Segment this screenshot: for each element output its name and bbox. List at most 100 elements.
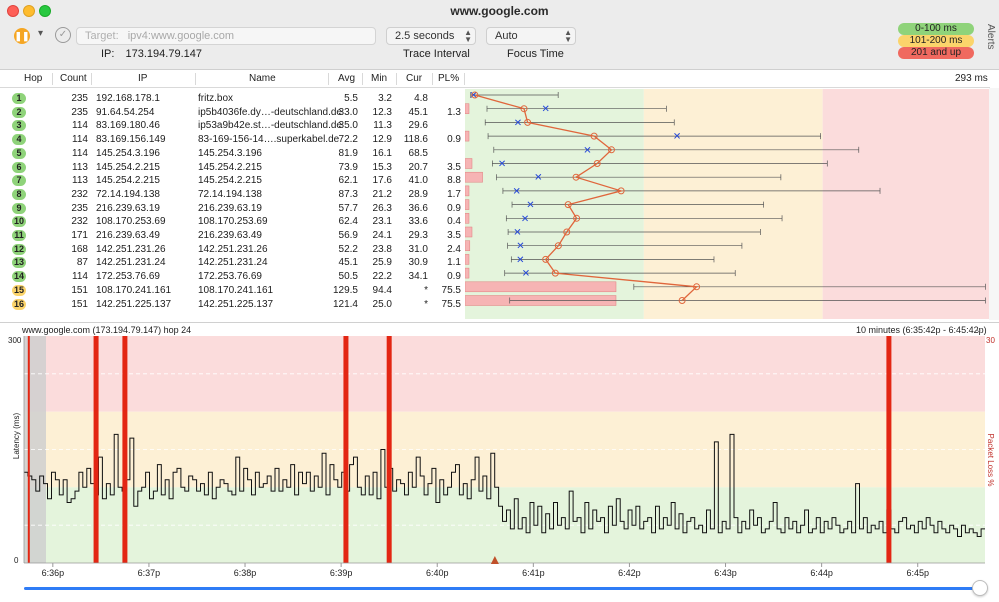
col-hop[interactable]: Hop: [24, 73, 43, 84]
table-row[interactable]: 6 113 145.254.2.215 145.254.2.215 73.9 15.3 20…: [0, 161, 465, 175]
checkmark-icon[interactable]: ✓: [55, 27, 71, 43]
col-min[interactable]: Min: [371, 73, 388, 84]
name-cell: 145.254.2.215: [198, 161, 262, 173]
x-tick-label: 6:45p: [906, 568, 929, 578]
min-cell: 25.0: [372, 298, 392, 310]
table-row[interactable]: 2 235 91.64.54.254 ip5b4036fe.dy…-deutschla…: [0, 106, 465, 120]
hop-badge: 3: [12, 120, 26, 132]
hop-badge: 10: [12, 216, 26, 228]
trace-interval-select[interactable]: 2.5 seconds ▲ ▼: [386, 27, 476, 45]
zone-medium: [24, 411, 985, 488]
y2-top-label: 30: [986, 336, 995, 345]
ip-readout: IP: 173.194.79.147: [101, 48, 202, 60]
timeline-slider[interactable]: [24, 587, 979, 590]
ip-cell: 108.170.253.69: [96, 216, 166, 228]
hop-badge: 1: [12, 93, 26, 104]
min-cell: 25.9: [372, 257, 392, 269]
packet-loss-cell: 75.5: [441, 284, 461, 296]
avg-latency-point: [607, 146, 615, 154]
col-ip[interactable]: IP: [138, 73, 148, 84]
table-row[interactable]: 14 114 172.253.76.69 172.253.76.69 50.5 22.2 3…: [0, 270, 465, 284]
table-row[interactable]: 3 114 83.169.180.46 ip53a9b42e.st…-deutschl…: [0, 119, 465, 133]
minimize-window-button[interactable]: [23, 5, 35, 17]
ip-cell: 145.254.2.215: [96, 175, 160, 187]
timeline-graph: 6:36p 6:37p 6:38p 6:39p 6:40p 6:41p 6:42p 6:43p…: [0, 336, 999, 602]
packet-loss-cell: 8.8: [447, 175, 461, 187]
min-cell: 11.3: [373, 120, 392, 132]
cur-cell: 36.6: [408, 202, 428, 214]
count-cell: 235: [71, 106, 88, 118]
hop-badge: 8: [12, 188, 26, 200]
min-cell: 26.3: [372, 202, 392, 214]
focus-time-select[interactable]: Auto ▲ ▼: [486, 27, 576, 45]
graph-target-label: www.google.com (173.194.79.147) hop 24: [22, 325, 192, 335]
count-cell: 114: [72, 147, 88, 159]
table-row[interactable]: 8 232 72.14.194.138 72.14.194.138 87.3 21.2 28…: [0, 188, 465, 202]
packet-loss-cell: 0.4: [447, 216, 461, 228]
hop-badge: 4: [12, 134, 26, 146]
col-cur[interactable]: Cur: [406, 73, 423, 84]
col-pl[interactable]: PL%: [438, 73, 460, 84]
ip-cell: 192.168.178.1: [96, 93, 160, 104]
name-cell: 142.251.231.24: [198, 257, 268, 269]
table-row[interactable]: 10 232 108.170.253.69 108.170.253.69 62.4 23.…: [0, 215, 465, 229]
min-cell: 23.1: [372, 216, 392, 228]
packet-loss-event: [122, 336, 128, 563]
table-scrollbar[interactable]: [989, 88, 999, 320]
alerts-toggle[interactable]: Alerts: [985, 24, 996, 50]
table-row[interactable]: 7 113 145.254.2.215 145.254.2.215 62.1 17.6 41…: [0, 174, 465, 188]
zoom-window-button[interactable]: [39, 5, 51, 17]
current-latency-marker: ✕: [498, 159, 506, 170]
pause-icon[interactable]: ❚❚: [14, 28, 30, 44]
hop-badge: 14: [12, 271, 26, 283]
table-row[interactable]: 11 171 216.239.63.49 216.239.63.49 56.9 24.1 2…: [0, 229, 465, 243]
min-cell: 15.3: [372, 161, 392, 173]
hop-badge: 2: [12, 106, 26, 118]
chevron-down-icon[interactable]: ▾: [38, 28, 44, 39]
count-cell: 171: [71, 230, 88, 241]
packet-loss-event: [343, 336, 349, 563]
chevron-down-icon[interactable]: ⌄: [975, 324, 983, 334]
table-row[interactable]: 15 151 108.170.241.161 108.170.241.161 129.5…: [0, 284, 465, 298]
name-cell: 83-169-156-14….superkabel.de: [198, 134, 340, 146]
packet-loss-event: [93, 336, 99, 563]
trace-interval-label: Trace Interval: [403, 48, 470, 60]
col-count[interactable]: Count: [60, 73, 87, 84]
table-row[interactable]: 9 235 216.239.63.19 216.239.63.19 57.7 26.3 36…: [0, 202, 465, 216]
avg-latency-point: [471, 91, 479, 99]
min-cell: 23.8: [372, 243, 392, 255]
current-latency-marker: ✕: [673, 132, 681, 143]
current-latency-marker: ✕: [534, 173, 542, 184]
zone-high: [24, 336, 985, 412]
col-avg[interactable]: Avg: [338, 73, 356, 84]
hop-badge: 12: [12, 243, 26, 255]
current-latency-marker: ✕: [521, 214, 529, 225]
table-row[interactable]: 1 235 192.168.178.1 fritz.box 5.5 3.2 4.8: [0, 92, 465, 106]
hop-badge: 11: [12, 230, 26, 241]
timeline-slider-knob[interactable]: [972, 580, 988, 596]
table-row[interactable]: 13 87 142.251.231.24 142.251.231.24 45.1 25.9…: [0, 256, 465, 270]
table-row[interactable]: 4 114 83.169.156.149 83-169-156-14….superka…: [0, 133, 465, 147]
cur-cell: 34.1: [408, 271, 428, 283]
avg-latency-point: [593, 160, 601, 167]
packet-loss-cell: 0.9: [447, 134, 461, 146]
hop-badge: 6: [12, 161, 26, 173]
packet-loss-bar: [465, 171, 483, 183]
time-range-select[interactable]: 10 minutes (6:35:42p - 6:45:42p): [856, 325, 987, 335]
scale-max-label: 293 ms: [955, 73, 988, 84]
min-cell: 24.1: [372, 230, 392, 241]
table-row[interactable]: 12 168 142.251.231.26 142.251.231.26 52.2 23.…: [0, 243, 465, 257]
avg-latency-point: [524, 118, 532, 126]
avg-cell: 73.9: [338, 161, 358, 173]
table-row[interactable]: 5 114 145.254.3.196 145.254.3.196 81.9 16.1 68…: [0, 147, 465, 161]
name-cell: 145.254.2.215: [198, 175, 262, 187]
target-input[interactable]: Target: ipv4:www.google.com: [76, 27, 376, 45]
x-tick-label: 6:37p: [138, 568, 161, 578]
table-row[interactable]: 16 151 142.251.225.137 142.251.225.137 121.4…: [0, 298, 465, 312]
col-name[interactable]: Name: [249, 73, 276, 84]
packet-loss-bar: [465, 213, 470, 224]
avg-latency-point: [542, 255, 550, 263]
close-window-button[interactable]: [7, 5, 19, 17]
focus-marker-icon[interactable]: [490, 556, 499, 564]
legend-medium-latency: 101-200 ms: [898, 35, 974, 47]
